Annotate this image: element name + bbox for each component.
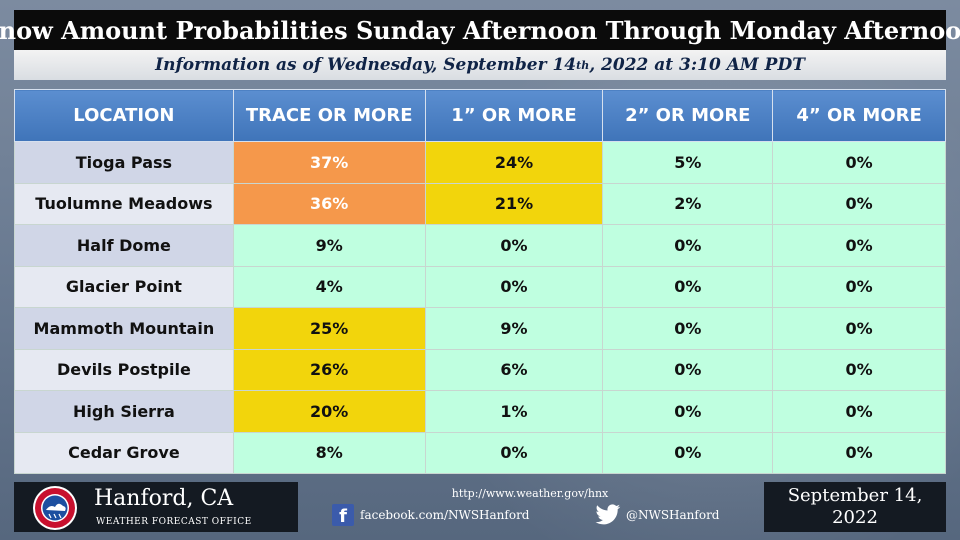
- probability-cell-1-inch: 0%: [424, 431, 604, 474]
- table-header-row: LOCATION TRACE OR MORE 1” OR MORE 2” OR …: [14, 89, 946, 142]
- table-row: Half Dome 9% 0% 0% 0%: [14, 224, 946, 267]
- table-row: Devils Postpile 26% 6% 0% 0%: [14, 348, 946, 391]
- office-name: Hanford, CA: [94, 486, 234, 511]
- facebook-handle: facebook.com/NWSHanford: [360, 508, 530, 522]
- twitter-handle: @NWSHanford: [626, 508, 720, 522]
- column-header-1-inch: 1” OR MORE: [424, 89, 604, 142]
- probability-cell-trace: 9%: [232, 224, 426, 267]
- location-cell: Glacier Point: [14, 265, 234, 308]
- subtitle-main: Information as of Wednesday, September 1…: [155, 55, 577, 75]
- location-cell: Cedar Grove: [14, 431, 234, 474]
- column-header-2-inch: 2” OR MORE: [602, 89, 774, 142]
- table-row: Tioga Pass 37% 24% 5% 0%: [14, 141, 946, 184]
- column-header-4-inch: 4” OR MORE: [772, 89, 946, 142]
- contact-block: http://www.weather.gov/hnx f facebook.co…: [298, 482, 762, 532]
- probability-cell-2-inch: 0%: [602, 348, 774, 391]
- table-row: Tuolumne Meadows 36% 21% 2% 0%: [14, 182, 946, 225]
- probability-cell-4-inch: 0%: [772, 348, 946, 391]
- table-row: Cedar Grove 8% 0% 0% 0%: [14, 431, 946, 474]
- probability-cell-trace: 20%: [232, 390, 426, 433]
- column-header-trace: TRACE OR MORE: [232, 89, 426, 142]
- page-title: Snow Amount Probabilities Sunday Afterno…: [0, 10, 960, 50]
- facebook-link[interactable]: f facebook.com/NWSHanford: [332, 504, 530, 526]
- column-header-location: LOCATION: [14, 89, 234, 142]
- probability-cell-2-inch: 0%: [602, 224, 774, 267]
- footer: Hanford, CA WEATHER FORECAST OFFICE http…: [14, 482, 946, 532]
- probability-cell-trace: 36%: [232, 182, 426, 225]
- probability-cell-2-inch: 0%: [602, 265, 774, 308]
- probability-cell-4-inch: 0%: [772, 224, 946, 267]
- probability-cell-trace: 25%: [232, 307, 426, 350]
- probability-cell-1-inch: 24%: [424, 141, 604, 184]
- date-block: September 14, 2022: [764, 482, 946, 532]
- table-row: Mammoth Mountain 25% 9% 0% 0%: [14, 307, 946, 350]
- website-link[interactable]: http://www.weather.gov/hnx: [451, 487, 609, 500]
- subtitle-ordinal: th: [576, 58, 590, 72]
- facebook-icon: f: [332, 504, 354, 526]
- probability-cell-4-inch: 0%: [772, 307, 946, 350]
- probability-cell-trace: 37%: [232, 141, 426, 184]
- date-line-1: September 14,: [787, 485, 923, 507]
- location-cell: Half Dome: [14, 224, 234, 267]
- probability-cell-2-inch: 0%: [602, 307, 774, 350]
- nws-logo-icon: [33, 486, 77, 530]
- probability-cell-1-inch: 0%: [424, 224, 604, 267]
- table-row: Glacier Point 4% 0% 0% 0%: [14, 265, 946, 308]
- probability-cell-2-inch: 0%: [602, 390, 774, 433]
- office-block: Hanford, CA WEATHER FORECAST OFFICE: [14, 482, 298, 532]
- probability-cell-4-inch: 0%: [772, 265, 946, 308]
- probability-cell-1-inch: 21%: [424, 182, 604, 225]
- probability-cell-1-inch: 0%: [424, 265, 604, 308]
- location-cell: Devils Postpile: [14, 348, 234, 391]
- twitter-link[interactable]: @NWSHanford: [594, 504, 720, 526]
- location-cell: Tuolumne Meadows: [14, 182, 234, 225]
- snow-probability-table: LOCATION TRACE OR MORE 1” OR MORE 2” OR …: [14, 89, 946, 474]
- probability-cell-4-inch: 0%: [772, 182, 946, 225]
- probability-cell-trace: 4%: [232, 265, 426, 308]
- date-line-2: 2022: [832, 507, 878, 528]
- probability-cell-2-inch: 2%: [602, 182, 774, 225]
- probability-cell-trace: 8%: [232, 431, 426, 474]
- probability-cell-4-inch: 0%: [772, 141, 946, 184]
- table-body: Tioga Pass 37% 24% 5% 0% Tuolumne Meadows 36% 2…: [14, 141, 946, 474]
- table-row: High Sierra 20% 1% 0% 0%: [14, 390, 946, 433]
- probability-cell-1-inch: 9%: [424, 307, 604, 350]
- twitter-icon: [595, 504, 621, 525]
- probability-cell-2-inch: 0%: [602, 431, 774, 474]
- probability-cell-4-inch: 0%: [772, 431, 946, 474]
- probability-cell-4-inch: 0%: [772, 390, 946, 433]
- location-cell: High Sierra: [14, 390, 234, 433]
- page-subtitle: Information as of Wednesday, September 1…: [14, 50, 946, 80]
- office-subtitle: WEATHER FORECAST OFFICE: [96, 517, 252, 527]
- probability-cell-1-inch: 1%: [424, 390, 604, 433]
- location-cell: Tioga Pass: [14, 141, 234, 184]
- probability-cell-1-inch: 6%: [424, 348, 604, 391]
- probability-cell-2-inch: 5%: [602, 141, 774, 184]
- location-cell: Mammoth Mountain: [14, 307, 234, 350]
- subtitle-time: , 2022 at 3:10 AM PDT: [589, 55, 805, 75]
- probability-cell-trace: 26%: [232, 348, 426, 391]
